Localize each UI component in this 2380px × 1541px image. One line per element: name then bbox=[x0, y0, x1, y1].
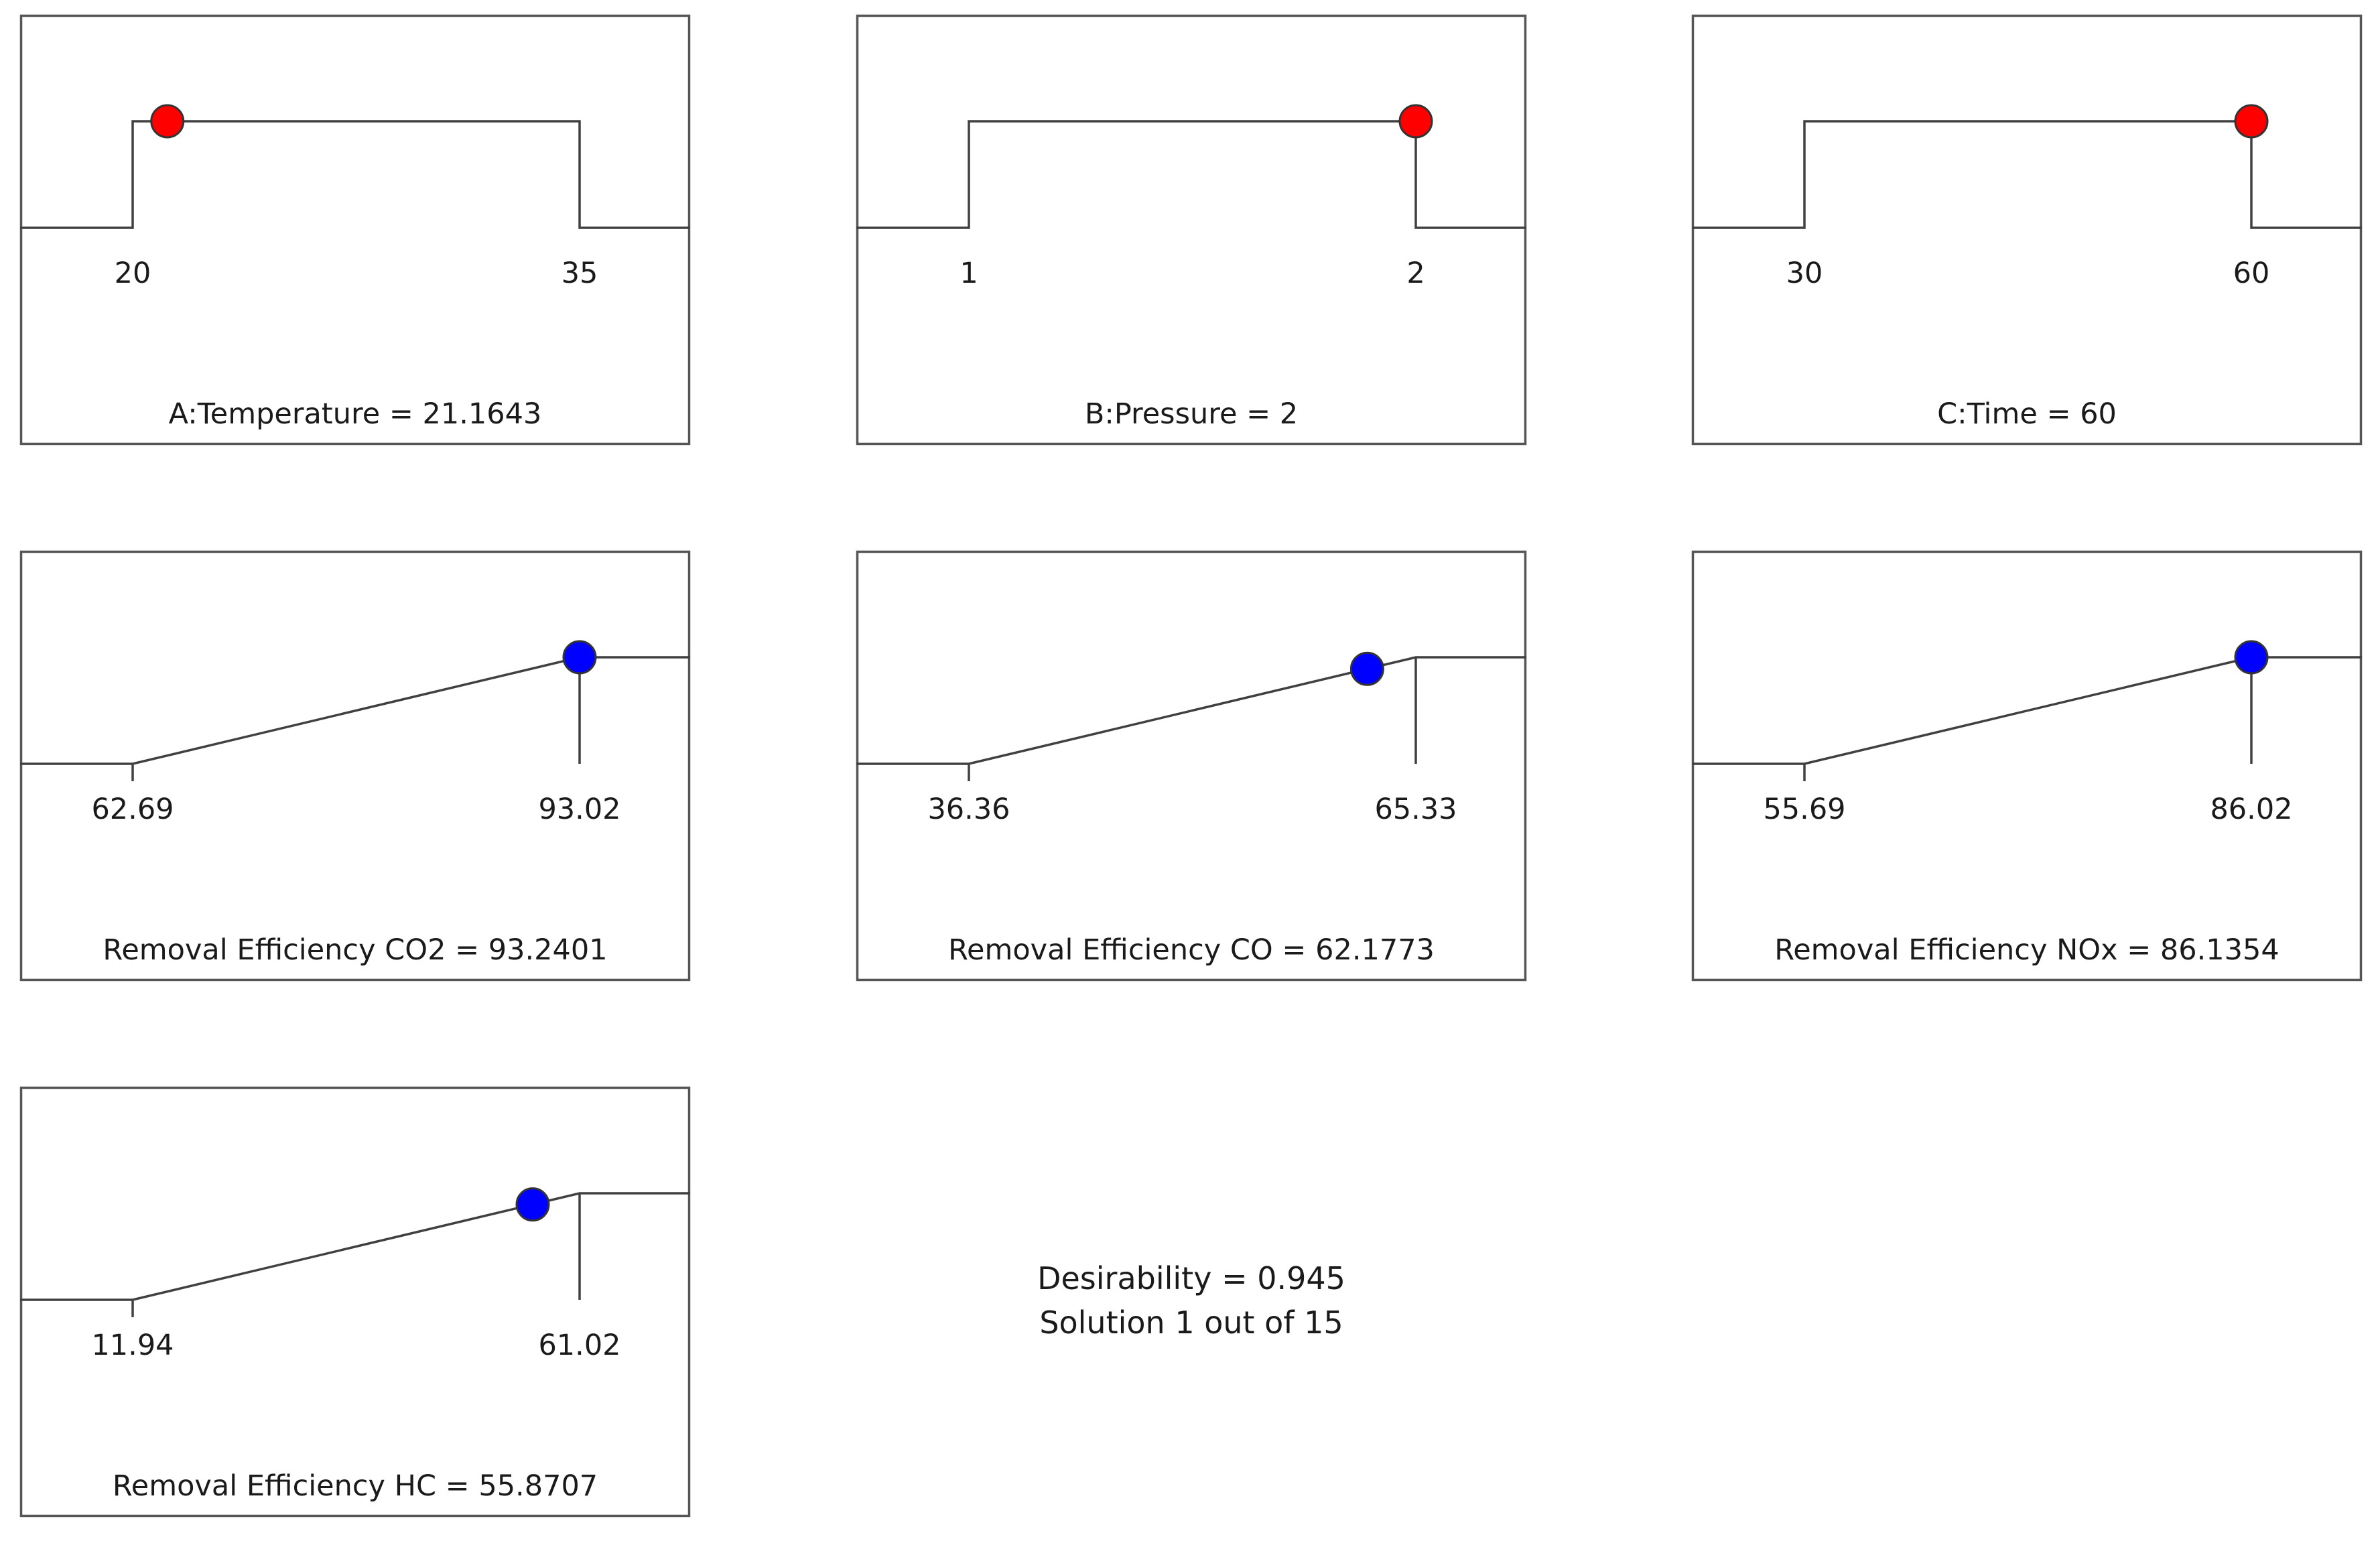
desirability-text: Desirability = 0.945 bbox=[1037, 1260, 1345, 1296]
high-tick-label: 61.02 bbox=[538, 1329, 620, 1362]
panel-frame bbox=[19, 14, 691, 446]
panel-title: A:Temperature = 21.1643 bbox=[169, 397, 542, 431]
setting-marker bbox=[1398, 104, 1433, 139]
ramp-plot-time: 30 60 C:Time = 60 bbox=[1691, 14, 2363, 446]
panel-title: B:Pressure = 2 bbox=[1085, 397, 1298, 431]
desirability-curve bbox=[1692, 120, 2362, 229]
desirability-curve bbox=[20, 656, 690, 765]
panel-frame bbox=[1691, 550, 2363, 982]
panel-time: 30 60 C:Time = 60 bbox=[1691, 14, 2363, 446]
ramp-plot-removal-nox: 55.69 86.02 Removal Efficiency NOx = 86.13… bbox=[1691, 550, 2363, 982]
ramp-plot-pressure: 1 2 B:Pressure = 2 bbox=[856, 14, 1527, 446]
setting-marker bbox=[150, 104, 185, 139]
panel-frame bbox=[19, 1086, 691, 1518]
panel-removal-nox: 55.69 86.02 Removal Efficiency NOx = 86.13… bbox=[1691, 550, 2363, 982]
panel-removal-co: 36.36 65.33 Removal Efficiency CO = 62.177… bbox=[856, 550, 1527, 982]
setting-marker bbox=[515, 1187, 550, 1222]
low-tick-label: 20 bbox=[115, 257, 151, 290]
high-tick-label: 35 bbox=[561, 257, 598, 290]
low-tick-label: 11.94 bbox=[91, 1329, 174, 1362]
ramp-plot-removal-co2: 62.69 93.02 Removal Efficiency CO2 = 93.24… bbox=[19, 550, 691, 982]
panel-removal-hc: 11.94 61.02 Removal Efficiency HC = 55.870… bbox=[19, 1086, 691, 1518]
desirability-curve bbox=[856, 656, 1526, 765]
setting-marker bbox=[2234, 640, 2269, 675]
desirability-curve bbox=[20, 1192, 690, 1301]
low-tick-label: 36.36 bbox=[927, 793, 1010, 826]
panel-title: Removal Efficiency NOx = 86.1354 bbox=[1774, 933, 2279, 967]
panel-frame bbox=[19, 550, 691, 982]
panel-frame bbox=[856, 550, 1527, 982]
high-tick-label: 60 bbox=[2233, 257, 2270, 290]
panel-temperature: 20 35 A:Temperature = 21.1643 bbox=[19, 14, 691, 446]
ramp-plot-removal-hc: 11.94 61.02 Removal Efficiency HC = 55.870… bbox=[19, 1086, 691, 1518]
panel-title: C:Time = 60 bbox=[1937, 397, 2117, 431]
setting-marker bbox=[2234, 104, 2269, 139]
panel-frame bbox=[1691, 14, 2363, 446]
ramp-plot-removal-co: 36.36 65.33 Removal Efficiency CO = 62.177… bbox=[856, 550, 1527, 982]
high-tick-label: 93.02 bbox=[538, 793, 620, 826]
desirability-curve bbox=[20, 120, 690, 229]
high-tick-label: 2 bbox=[1406, 257, 1425, 290]
ramp-plot-temperature: 20 35 A:Temperature = 21.1643 bbox=[19, 14, 691, 446]
solution-text: Solution 1 out of 15 bbox=[1039, 1304, 1343, 1341]
summary-text: Desirability = 0.945 Solution 1 out of 1… bbox=[856, 1256, 1526, 1345]
high-tick-label: 65.33 bbox=[1374, 793, 1457, 826]
panel-title: Removal Efficiency HC = 55.8707 bbox=[113, 1469, 598, 1503]
low-tick-label: 55.69 bbox=[1763, 793, 1845, 826]
low-tick-label: 1 bbox=[960, 257, 978, 290]
panel-title: Removal Efficiency CO2 = 93.2401 bbox=[103, 933, 607, 967]
high-tick-label: 86.02 bbox=[2210, 793, 2292, 826]
setting-marker bbox=[562, 640, 597, 675]
panel-removal-co2: 62.69 93.02 Removal Efficiency CO2 = 93.24… bbox=[19, 550, 691, 982]
panel-title: Removal Efficiency CO = 62.1773 bbox=[948, 933, 1435, 967]
setting-marker bbox=[1349, 651, 1384, 686]
desirability-curve bbox=[856, 120, 1526, 229]
low-tick-label: 30 bbox=[1786, 257, 1823, 290]
panel-frame bbox=[856, 14, 1527, 446]
low-tick-label: 62.69 bbox=[91, 793, 174, 826]
panel-pressure: 1 2 B:Pressure = 2 bbox=[856, 14, 1527, 446]
desirability-curve bbox=[1692, 656, 2362, 765]
